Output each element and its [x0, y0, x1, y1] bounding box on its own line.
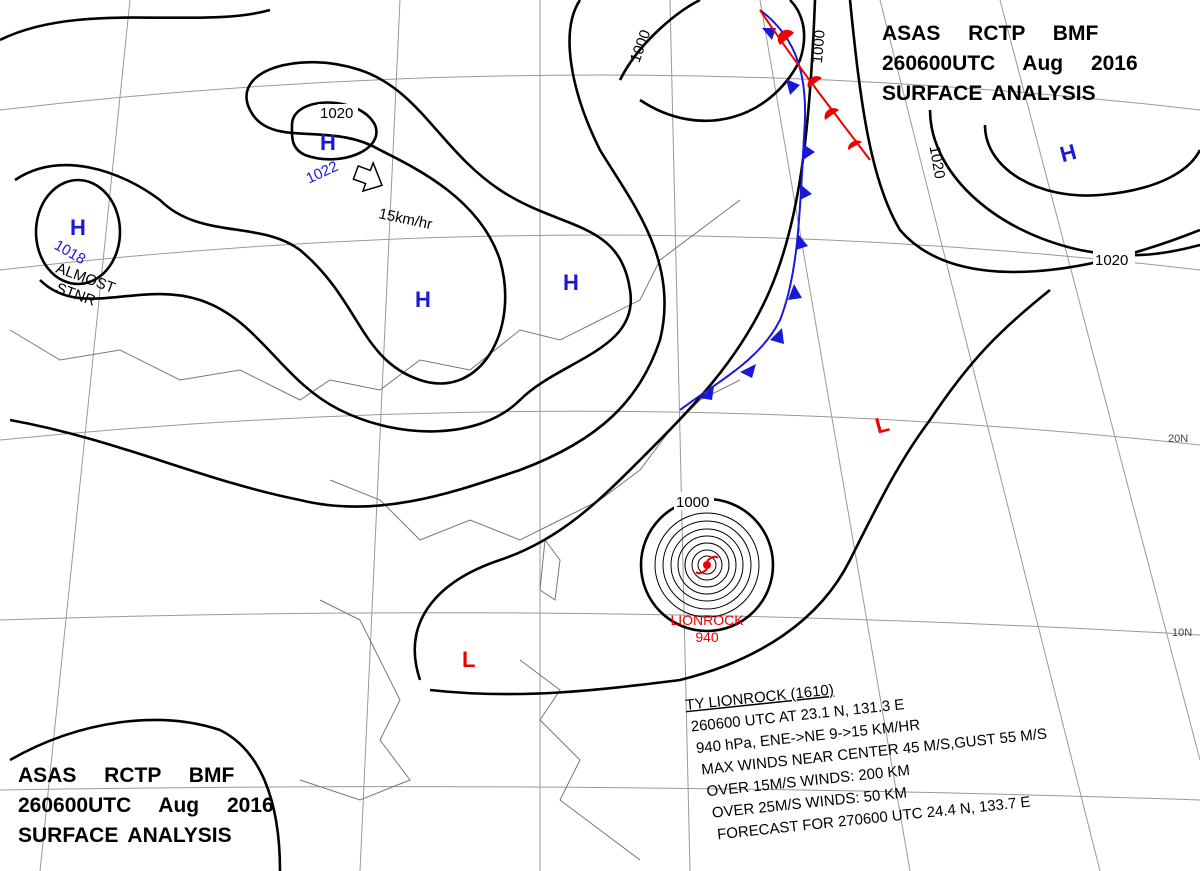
typhoon-center [703, 561, 711, 569]
high-center: H [320, 130, 336, 155]
coastline [299, 599, 411, 801]
front [679, 9, 871, 411]
header-line: SURFACE ANALYSIS [882, 82, 1096, 105]
latitude-label: 20N [1168, 433, 1188, 445]
isobar-labels: 1020 1000 1000 1020 1020 1000 [318, 28, 1135, 511]
latitude-line [0, 74, 1200, 111]
latitude-label: 10N [1172, 627, 1192, 639]
isobar [983, 124, 1200, 197]
label-mask [674, 492, 714, 510]
longitude-line [39, 0, 131, 871]
isobar [413, 0, 817, 681]
header-line: 260600UTC Aug 2016 [18, 794, 274, 817]
coastline [519, 659, 641, 861]
isobar [0, 0, 666, 508]
warm-front [759, 9, 871, 161]
isobar [429, 288, 1051, 696]
isobar-label: 1020 [1095, 252, 1128, 269]
longitude-line [879, 0, 1101, 871]
latitude-line [0, 612, 1200, 636]
typhoon-rings [654, 512, 760, 618]
isobar [618, 0, 806, 123]
isobar [9, 718, 282, 871]
isobar-ring [662, 520, 752, 610]
low-center: L [462, 647, 475, 672]
header-bottom: ASAS RCTP BMF 260600UTC Aug 2016 SURFACE… [18, 764, 274, 847]
header-line: SURFACE ANALYSIS [18, 824, 232, 847]
latitude-line [0, 410, 1200, 446]
low-center: L [872, 411, 891, 439]
isobar-ring [684, 542, 730, 588]
longitude-line [359, 0, 401, 871]
typhoon-pressure: 940 [695, 629, 719, 645]
header-line: ASAS RCTP BMF [18, 764, 234, 787]
longitude-line [759, 0, 911, 871]
isobar-ring [691, 549, 723, 581]
header-line: 260600UTC Aug 2016 [882, 52, 1138, 75]
high-center: H [563, 270, 579, 295]
label-mask [1093, 250, 1135, 268]
high-center: H [70, 215, 86, 240]
isobar-label: 1000 [809, 29, 829, 64]
latitude-line [0, 786, 1200, 801]
isobar-label: 1000 [676, 494, 709, 511]
typhoon-arms [695, 555, 719, 575]
isobar-label: 1020 [926, 144, 949, 180]
longitude-line [669, 0, 691, 871]
isobar-ring [670, 528, 744, 602]
island [539, 538, 561, 601]
isobar [34, 178, 122, 286]
longitude-line [999, 0, 1200, 761]
coastline [9, 199, 741, 401]
high-center: H [415, 287, 431, 312]
header-top: ASAS RCTP BMF 260600UTC Aug 2016 SURFACE… [882, 22, 1138, 105]
isobar-ring [697, 555, 717, 575]
label-mask [318, 104, 358, 122]
isobar-label: 1020 [320, 105, 353, 122]
header-line: ASAS RCTP BMF [882, 22, 1098, 45]
typhoon-name: LIONROCK [670, 612, 744, 628]
latitude-line [0, 234, 1200, 271]
isobar-ring [677, 535, 737, 595]
isobar [928, 109, 1200, 257]
typhoon-symbol [695, 555, 719, 575]
high-center: H [1057, 139, 1079, 167]
isobar-ring [654, 512, 760, 618]
isobar [14, 60, 633, 433]
motion-arrow [352, 160, 384, 193]
